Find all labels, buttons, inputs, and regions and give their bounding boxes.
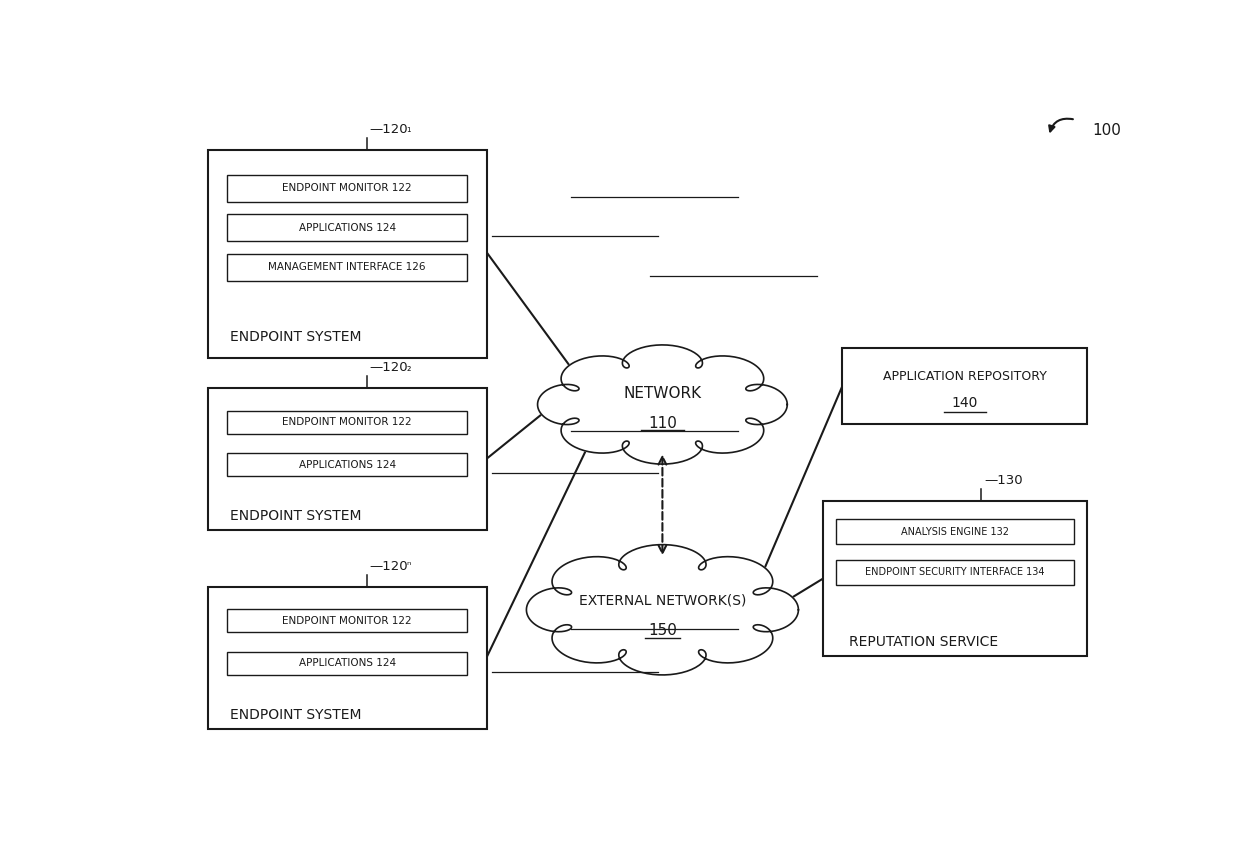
Text: —120: —120 <box>370 560 408 573</box>
Text: —130: —130 <box>985 474 1023 488</box>
Bar <box>227 254 467 281</box>
Bar <box>227 214 467 242</box>
Bar <box>227 453 467 476</box>
Text: ENDPOINT SECURITY INTERFACE 134: ENDPOINT SECURITY INTERFACE 134 <box>866 567 1045 577</box>
Bar <box>227 411 467 433</box>
Text: APPLICATIONS 124: APPLICATIONS 124 <box>299 659 396 668</box>
Text: —120: —120 <box>370 361 408 374</box>
Text: 110: 110 <box>649 416 677 431</box>
Bar <box>208 150 486 358</box>
Text: —120: —120 <box>370 123 408 136</box>
Text: MANAGEMENT INTERFACE 126: MANAGEMENT INTERFACE 126 <box>268 262 427 273</box>
Text: REPUTATION SERVICE: REPUTATION SERVICE <box>849 636 998 649</box>
Text: 150: 150 <box>649 623 677 638</box>
Polygon shape <box>527 544 799 675</box>
Text: ENDPOINT SYSTEM: ENDPOINT SYSTEM <box>231 330 362 344</box>
Text: ENDPOINT MONITOR 122: ENDPOINT MONITOR 122 <box>283 616 412 626</box>
Text: ANALYSIS ENGINE 132: ANALYSIS ENGINE 132 <box>901 526 1009 537</box>
Text: EXTERNAL NETWORK(S): EXTERNAL NETWORK(S) <box>579 593 746 607</box>
Text: ₁: ₁ <box>407 125 410 134</box>
Bar <box>227 175 467 202</box>
Bar <box>208 587 486 729</box>
Text: ₂: ₂ <box>407 363 410 372</box>
Bar <box>208 388 486 531</box>
Text: ENDPOINT MONITOR 122: ENDPOINT MONITOR 122 <box>283 417 412 427</box>
Text: ENDPOINT SYSTEM: ENDPOINT SYSTEM <box>231 509 362 523</box>
Polygon shape <box>538 345 787 464</box>
Bar <box>227 652 467 675</box>
Text: ⁿ: ⁿ <box>407 562 410 571</box>
Bar <box>823 501 1087 656</box>
Text: ENDPOINT SYSTEM: ENDPOINT SYSTEM <box>231 708 362 722</box>
Text: APPLICATIONS 124: APPLICATIONS 124 <box>299 223 396 233</box>
Text: NETWORK: NETWORK <box>624 386 702 401</box>
Text: APPLICATIONS 124: APPLICATIONS 124 <box>299 460 396 470</box>
Bar <box>227 610 467 632</box>
Text: 100: 100 <box>1092 123 1121 138</box>
Bar <box>842 348 1087 424</box>
Text: APPLICATION REPOSITORY: APPLICATION REPOSITORY <box>883 370 1047 383</box>
Bar <box>836 519 1074 544</box>
Bar <box>836 560 1074 585</box>
Text: ENDPOINT MONITOR 122: ENDPOINT MONITOR 122 <box>283 183 412 194</box>
Text: 140: 140 <box>951 396 978 410</box>
